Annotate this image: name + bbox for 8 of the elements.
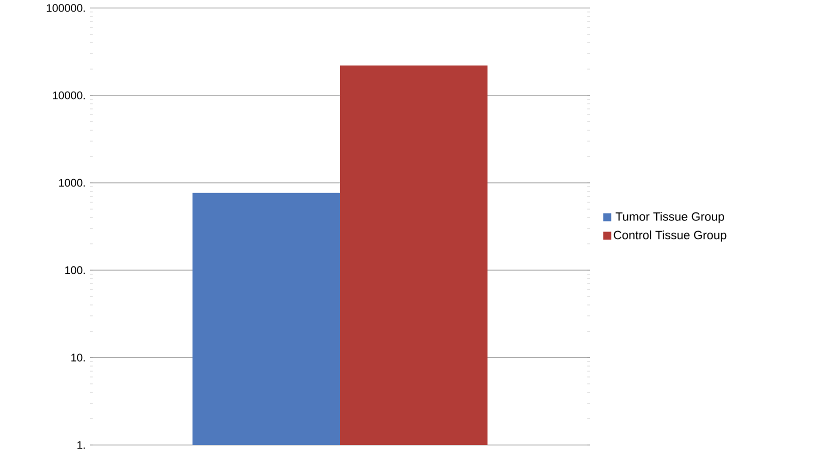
legend-label: Control Tissue Group xyxy=(614,230,726,242)
y-tick-label: 1000. xyxy=(59,178,85,187)
y-tick-label: 10000. xyxy=(52,92,85,100)
legend-label: Tumor Tissue Group xyxy=(616,212,724,224)
y-tick-label: 100000. xyxy=(46,4,85,12)
y-tick-label: 10. xyxy=(71,354,85,362)
y-tick-label: 100. xyxy=(65,266,85,274)
y-tick-label: 1. xyxy=(77,441,85,449)
